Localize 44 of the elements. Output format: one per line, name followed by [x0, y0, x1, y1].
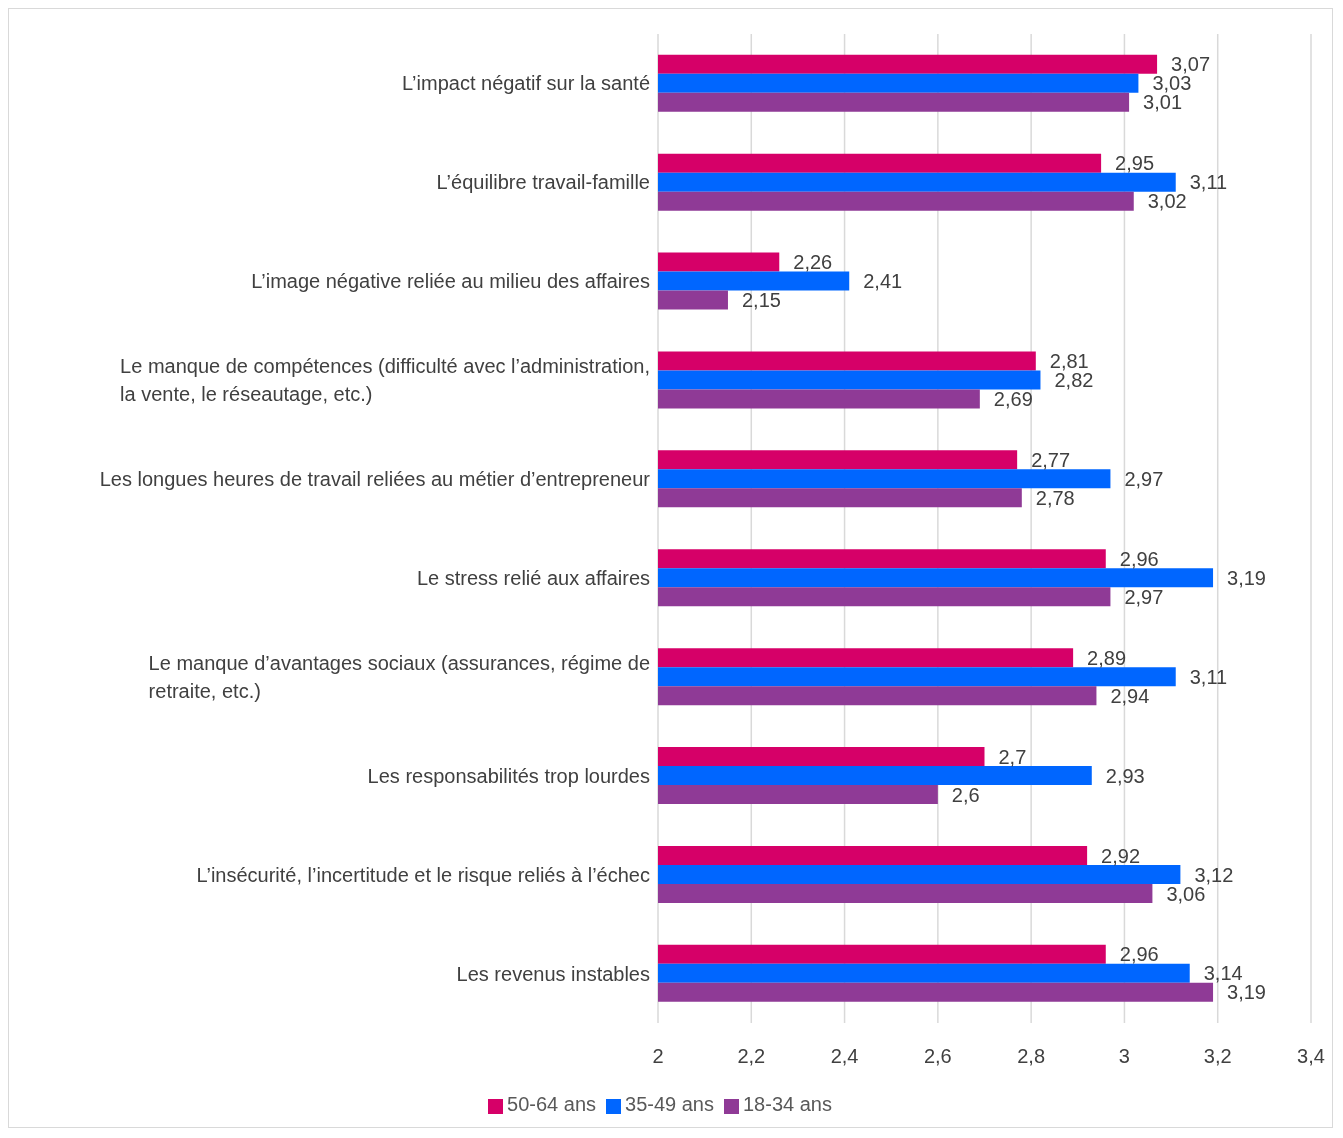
x-tick-label: 2,8: [1017, 1045, 1046, 1068]
y-tick-label: Les responsabilités trop lourdes: [367, 764, 650, 787]
y-tick-label: Le manque de compétences (difficulté avec l’administration, la vente, le réseautage, etc.): [120, 355, 650, 406]
data-label: 2,7: [998, 745, 1027, 768]
data-label: 2,95: [1115, 152, 1155, 175]
data-label: 2,6: [951, 783, 980, 806]
x-tick-label: 2,2: [737, 1045, 766, 1068]
data-label: 2,89: [1087, 646, 1127, 669]
data-label: 2,97: [1124, 467, 1164, 490]
data-label: 2,77: [1031, 448, 1071, 471]
legend-label: 50-64 ans: [507, 1093, 597, 1115]
x-tick-label: 3,4: [1297, 1045, 1325, 1068]
data-label: 2,81: [1049, 350, 1089, 373]
legend-label: 18-34 ans: [742, 1093, 832, 1115]
data-label: 2,96: [1119, 547, 1159, 570]
legend-label: 35-49 ans: [625, 1093, 714, 1115]
y-tick-label: Les revenus instables: [456, 962, 650, 985]
y-tick-label: Les longues heures de travail reliées au métier d’entrepreneur: [99, 468, 651, 491]
data-label: 2,41: [863, 270, 903, 293]
x-tick-label: 2,6: [923, 1045, 952, 1068]
y-tick-label: L’insécurité, l’incertitude et le risque reliés à l’échec: [196, 863, 650, 886]
data-label: 2,97: [1124, 585, 1164, 608]
x-tick-label: 2,4: [830, 1045, 859, 1068]
data-label: 2,15: [741, 289, 781, 312]
data-label: 2,93: [1105, 764, 1145, 787]
data-label: 2,26: [793, 251, 833, 274]
y-tick-label: L’image négative reliée au milieu des affaires: [251, 270, 650, 293]
data-label: 3,02: [1147, 190, 1187, 213]
y-tick-label: Le stress relié aux affaires: [416, 566, 650, 589]
y-tick-label: L’impact négatif sur la santé: [402, 72, 650, 95]
data-label: 3,11: [1189, 665, 1228, 688]
data-label: 3,19: [1227, 566, 1266, 589]
data-label: 2,96: [1119, 943, 1159, 966]
data-label: 2,78: [1035, 486, 1075, 509]
data-label: 3,11: [1189, 171, 1228, 194]
x-tick-label: 2: [652, 1045, 664, 1068]
x-tick-label: 3,2: [1203, 1045, 1232, 1068]
data-label: 2,94: [1110, 684, 1150, 707]
x-tick-label: 3: [1118, 1045, 1130, 1068]
data-label: 2,69: [993, 388, 1033, 411]
y-tick-label: Le manque d’avantages sociaux (assurances, régime de retraite, etc.): [148, 651, 650, 702]
data-label: 3,07: [1171, 53, 1211, 76]
y-tick-label: L’équilibre travail-famille: [436, 171, 650, 194]
data-label: 2,92: [1101, 844, 1141, 867]
